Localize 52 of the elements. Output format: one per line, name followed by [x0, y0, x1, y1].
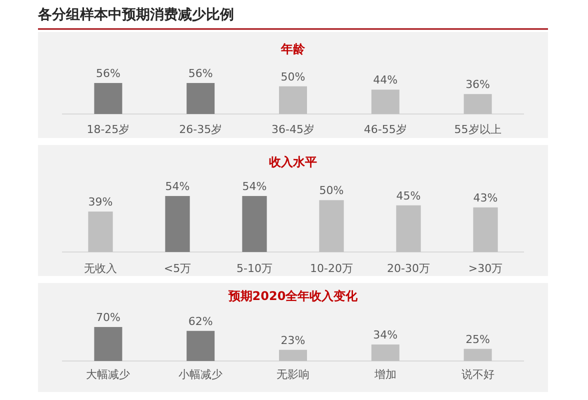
x-tick-label: <5万 — [164, 262, 192, 275]
data-label: 39% — [88, 196, 113, 209]
x-tick-label: 46-55岁 — [364, 123, 407, 136]
x-tick-label: 大幅减少 — [86, 368, 130, 381]
data-label: 62% — [188, 314, 213, 328]
data-label: 34% — [373, 328, 398, 342]
bar — [464, 348, 492, 361]
x-tick-label: 18-25岁 — [86, 123, 130, 136]
data-label: 23% — [280, 334, 306, 347]
chart-title: 收入水平 — [269, 155, 317, 169]
data-label: 54% — [165, 180, 190, 193]
data-label: 50% — [280, 70, 306, 84]
bar — [371, 344, 400, 361]
x-tick-label: 55岁以上 — [454, 123, 502, 136]
data-label: 50% — [319, 184, 344, 198]
chart-subtitle: 年龄 — [280, 42, 306, 56]
x-tick-label: 36-45岁 — [272, 123, 314, 136]
bar — [186, 330, 215, 361]
x-tick-label: 26-35岁 — [179, 123, 222, 136]
bar — [94, 83, 122, 114]
x-tick-label: 无影响 — [276, 368, 310, 381]
data-label: 56% — [188, 67, 213, 80]
x-tick-label: 10-20万 — [310, 262, 353, 275]
bar — [94, 327, 122, 361]
x-tick-label: 5-10万 — [236, 262, 272, 275]
bar — [186, 83, 215, 114]
bar — [279, 350, 307, 361]
bar — [396, 205, 421, 252]
data-label: 56% — [96, 67, 120, 80]
x-tick-label: 说不好 — [461, 368, 494, 381]
x-tick-label: 无收入 — [84, 262, 117, 275]
data-label: 54% — [242, 180, 267, 193]
bar — [88, 212, 113, 252]
data-label: 44% — [373, 74, 398, 87]
bar — [371, 90, 400, 114]
data-label: 43% — [473, 191, 498, 204]
data-label: 45% — [396, 189, 421, 202]
bar — [165, 196, 190, 252]
bar — [279, 86, 307, 114]
data-label: 25% — [466, 332, 490, 346]
bar — [464, 94, 492, 114]
data-label: 70% — [96, 311, 120, 324]
bar — [319, 200, 344, 252]
chart-title: 预期2020全年收入变化 — [227, 289, 359, 303]
data-label: 36% — [466, 78, 490, 92]
x-tick-label: 20-30万 — [387, 262, 430, 275]
chart-title: 各分组样本中预期消费减少比例 — [37, 7, 234, 23]
x-tick-label: 增加 — [373, 368, 396, 381]
x-tick-label: 小幅减少 — [178, 368, 223, 381]
bar — [473, 207, 498, 252]
bar — [242, 196, 267, 252]
x-tick-label: >30万 — [468, 262, 503, 275]
